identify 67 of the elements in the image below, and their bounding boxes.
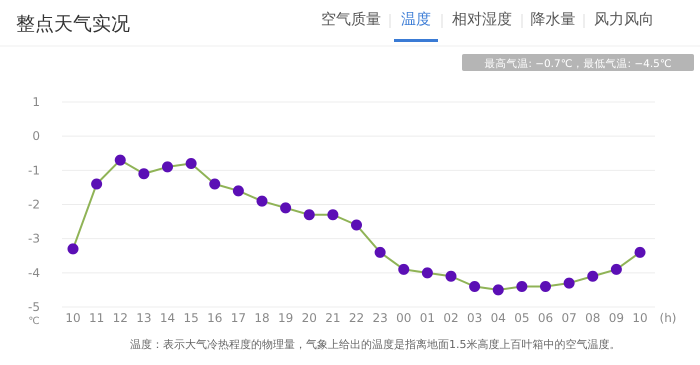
point	[114, 154, 126, 166]
x-tick-label: 03	[466, 311, 482, 325]
y-tick-label: 1	[32, 95, 40, 109]
x-tick-label: 17	[230, 311, 246, 325]
text: 降水量	[530, 10, 576, 28]
x-tick-label: 14	[160, 311, 176, 325]
point	[422, 267, 433, 278]
point	[209, 178, 220, 190]
x-tick-label: 22	[348, 311, 364, 325]
x-tick-label: 07	[561, 311, 577, 325]
point	[186, 158, 197, 169]
text: 温度	[401, 10, 431, 28]
point	[280, 202, 292, 214]
point	[587, 270, 598, 282]
point	[610, 264, 622, 275]
y-axis-title: ℃	[28, 316, 40, 327]
y-tick-label: -3	[28, 232, 40, 246]
y-tick-label: 0	[32, 129, 40, 144]
y-tick-label: -2	[28, 198, 40, 212]
point	[138, 168, 150, 180]
text: 最高气温: −0.7℃，最低气温: −4.5℃	[484, 57, 672, 70]
x-tick-label: 08	[585, 311, 600, 325]
text: 相对湿度	[452, 10, 512, 28]
point	[327, 209, 338, 220]
text: 温度：表示大气冷热程度的物理量，气象上给出的温度是指离地面1.5米高度上百叶箱中的空气温度。	[130, 338, 620, 351]
x-tick-label: 04	[490, 311, 506, 325]
x-tick-label: 09	[608, 311, 624, 325]
x-tick-label: 05	[514, 311, 530, 325]
x-tick-label: 23	[372, 311, 388, 325]
point	[256, 196, 268, 207]
x-tick-label: 13	[136, 311, 152, 325]
y-tick-label: -4	[28, 266, 40, 280]
x-tick-label: 18	[254, 311, 270, 325]
point	[232, 185, 244, 196]
x-tick-label: 00	[396, 311, 412, 325]
x-tick-label: 11	[88, 311, 104, 325]
point	[634, 246, 646, 258]
point	[162, 161, 173, 172]
point	[91, 178, 102, 190]
point	[446, 270, 456, 282]
x-tick-label: 10	[65, 311, 81, 325]
chart-title: 整点天气实况	[16, 13, 130, 35]
point	[351, 220, 362, 230]
point	[469, 281, 480, 292]
y-tick-label: -5	[28, 300, 40, 314]
x-tick-label: 10	[632, 311, 648, 325]
x-tick-label: 02	[443, 311, 459, 325]
x-tick-label: 20	[302, 311, 317, 325]
point	[374, 246, 386, 258]
x-tick-label: 12	[112, 311, 128, 325]
point	[516, 281, 528, 292]
point	[564, 278, 575, 289]
x-tick-label: 01	[420, 311, 436, 325]
y-tick-label: -1	[28, 163, 40, 178]
x-tick-label: 06	[538, 311, 554, 325]
text: 风力风向	[594, 10, 654, 28]
point	[540, 281, 551, 292]
x-tick-label: 21	[325, 311, 341, 325]
point	[304, 209, 315, 220]
x-tick-label: 16	[207, 311, 222, 325]
text: 空气质量	[321, 10, 381, 28]
x-tick-label: 19	[278, 311, 294, 325]
x-tick-label: 15	[183, 311, 199, 325]
x-axis-title: (h)	[660, 311, 676, 325]
point	[68, 243, 78, 254]
point	[492, 284, 504, 296]
point	[398, 264, 410, 275]
